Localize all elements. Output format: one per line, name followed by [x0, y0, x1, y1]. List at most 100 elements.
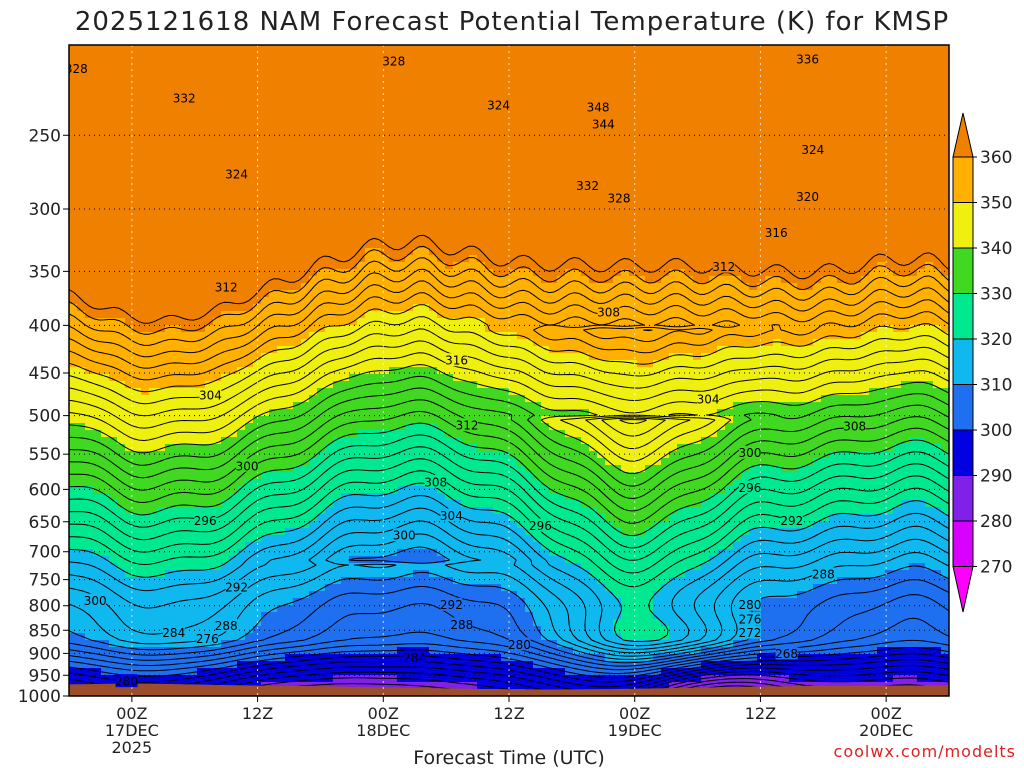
- contour-label-text: 328: [608, 192, 631, 206]
- x-tick-label: 00Z: [870, 704, 901, 723]
- contour-label: 304: [697, 392, 720, 407]
- colorbar-label: 280: [980, 512, 1012, 532]
- contour-label: 300: [393, 528, 416, 543]
- y-tick-label: 750: [29, 571, 61, 591]
- colorbar: 270 280 290 300 310 320 330 340 350 360: [952, 112, 1012, 613]
- contour-label-text: 284: [403, 651, 426, 665]
- contour-label: 344: [592, 116, 615, 131]
- contour-label-bg: [196, 631, 219, 645]
- contour-label-bg: [225, 580, 248, 594]
- contour-label-text: 312: [456, 419, 479, 433]
- y-tick-label: 900: [29, 644, 61, 664]
- x-tick-label: 00Z: [368, 704, 399, 723]
- contour-label-text: 312: [215, 281, 238, 295]
- contour-label-bg: [508, 637, 531, 651]
- contour-label: 316: [765, 225, 788, 240]
- y-tick-label: 450: [29, 364, 61, 384]
- y-tick-label: 400: [29, 316, 61, 336]
- contour-label: 304: [199, 387, 222, 402]
- contour-label-text: 332: [173, 91, 196, 105]
- contour-label-text: 296: [529, 519, 552, 533]
- contour-label-bg: [487, 98, 510, 112]
- contour-label: 284: [162, 625, 185, 640]
- contour-label-bg: [382, 53, 405, 67]
- contour-label-bg: [765, 225, 788, 239]
- contour-label: 276: [196, 631, 219, 646]
- contour-label-text: 332: [576, 179, 599, 193]
- contour-label-text: 288: [215, 619, 238, 633]
- contour-label-text: 292: [225, 581, 248, 595]
- y-tick-label: 350: [29, 262, 61, 282]
- colorbar-swatch: [952, 293, 974, 340]
- colorbar-label: 330: [980, 285, 1012, 305]
- contour-label-text: 300: [393, 529, 416, 543]
- y-tick-label: 950: [29, 666, 61, 686]
- contour-label-text: 304: [440, 509, 463, 523]
- contour-label-bg: [393, 528, 416, 542]
- contour-label: 332: [576, 178, 599, 193]
- x-tick-label: 19DEC: [608, 721, 662, 740]
- contour-label-bg: [215, 280, 238, 294]
- x-tick-label: 00Z: [619, 704, 650, 723]
- contour-label: 332: [173, 90, 196, 105]
- contour-label: 308: [424, 474, 447, 489]
- y-tick-label: 550: [29, 445, 61, 465]
- y-tick-label: 250: [29, 126, 61, 146]
- contour-label-bg: [796, 51, 819, 65]
- colorbar-swatch: [952, 338, 974, 385]
- contour-label-text: 324: [225, 167, 248, 181]
- contour-label-text: 316: [765, 226, 788, 240]
- contour-label: 272: [738, 625, 761, 640]
- contour-label-text: 348: [587, 100, 610, 114]
- contour-label-text: 268: [775, 647, 798, 661]
- surface-band: [69, 683, 949, 696]
- contour-label-text: 284: [162, 626, 185, 640]
- y-tick-label: 300: [29, 200, 61, 220]
- contour-label-bg: [69, 61, 88, 75]
- contour-label-bg: [843, 419, 866, 433]
- contour-label-bg: [597, 305, 620, 319]
- contour-label-text: 296: [194, 514, 217, 528]
- contour-label: 296: [529, 518, 552, 533]
- contour-label-text: 344: [592, 117, 615, 131]
- contour-label: 312: [712, 259, 735, 274]
- contour-label-bg: [199, 387, 222, 401]
- contour-label-bg: [162, 625, 185, 639]
- contour-label: 288: [450, 617, 473, 632]
- contour-label: 292: [780, 513, 803, 528]
- contour-label-text: 324: [487, 99, 510, 113]
- colorbar-label: 340: [980, 239, 1012, 259]
- colorbar-label: 310: [980, 376, 1012, 396]
- contour-label-bg: [424, 474, 447, 488]
- credit-link[interactable]: coolwx.com/modelts: [834, 742, 1016, 761]
- contour-label-bg: [456, 418, 479, 432]
- contour-label: 288: [215, 618, 238, 633]
- contour-label-bg: [738, 445, 761, 459]
- contour-label: 312: [215, 280, 238, 295]
- contour-label-text: 280: [508, 638, 531, 652]
- contour-label-bg: [801, 142, 824, 156]
- colorbar-min-arrow: [952, 566, 974, 613]
- y-tick-label: 650: [29, 513, 61, 533]
- contour-label-bg: [450, 617, 473, 631]
- contour-label: 296: [194, 513, 217, 528]
- contour-label-text: 336: [796, 52, 819, 66]
- contour-label-bg: [576, 178, 599, 192]
- contour-label-text: 300: [84, 594, 107, 608]
- contour-label-bg: [440, 597, 463, 611]
- contour-label-bg: [738, 480, 761, 494]
- colorbar-swatch: [952, 156, 974, 203]
- contour-label: 308: [843, 419, 866, 434]
- contour-label-bg: [445, 353, 468, 367]
- contour-label-text: 308: [424, 475, 447, 489]
- colorbar-swatch: [952, 475, 974, 522]
- contour-label-text: 296: [738, 481, 761, 495]
- contour-label-bg: [587, 99, 610, 113]
- contour-label-bg: [194, 513, 217, 527]
- y-tick-label: 500: [29, 407, 61, 427]
- contour-labels: 328 328 332 324 324 348 344 336 324 332 328 320 316 3…: [69, 51, 866, 689]
- y-tick-label: 600: [29, 480, 61, 500]
- contour-fill-layer: [69, 45, 949, 696]
- contour-label-bg: [115, 674, 138, 688]
